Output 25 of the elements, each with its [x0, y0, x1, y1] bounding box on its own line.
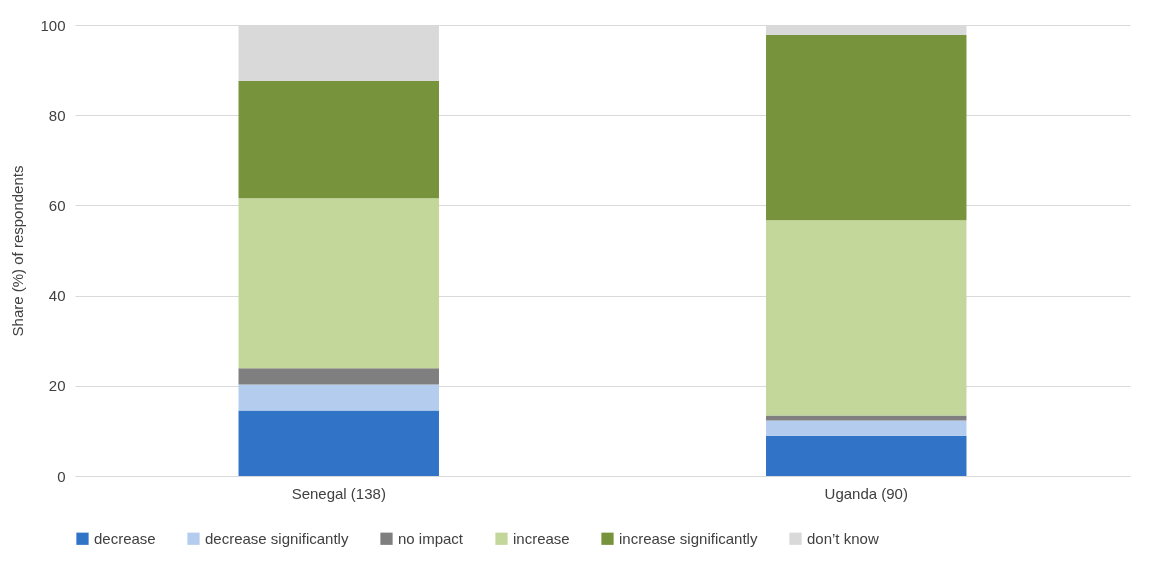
bar: [766, 415, 967, 421]
bar: [238, 80, 439, 199]
x-tick-label: Uganda (90): [824, 484, 908, 502]
y-tick-label: 0: [57, 467, 66, 485]
y-tick-label: 40: [48, 287, 66, 305]
y-tick-label: 80: [48, 106, 66, 124]
bar: [766, 34, 967, 221]
x-tick-label: Senegal (138): [291, 484, 386, 502]
y-tick-label: 100: [40, 16, 66, 34]
bar: [766, 435, 967, 476]
bar: [238, 198, 439, 369]
bar: [238, 410, 439, 476]
legend-label: increase: [513, 529, 570, 547]
bar: [766, 420, 967, 436]
legend-label: increase significantly: [619, 529, 758, 547]
legend-label: don’t know: [807, 529, 879, 547]
y-tick-label: 20: [48, 377, 66, 395]
legend-label: decrease: [94, 529, 156, 547]
bar: [238, 384, 439, 411]
bar: [238, 368, 439, 385]
legend-label: decrease significantly: [205, 529, 349, 547]
y-axis-title: Share (%) of respondents: [9, 165, 27, 337]
bar: [766, 220, 967, 416]
y-tick-label: 60: [48, 196, 66, 214]
legend-label: no impact: [398, 529, 464, 547]
